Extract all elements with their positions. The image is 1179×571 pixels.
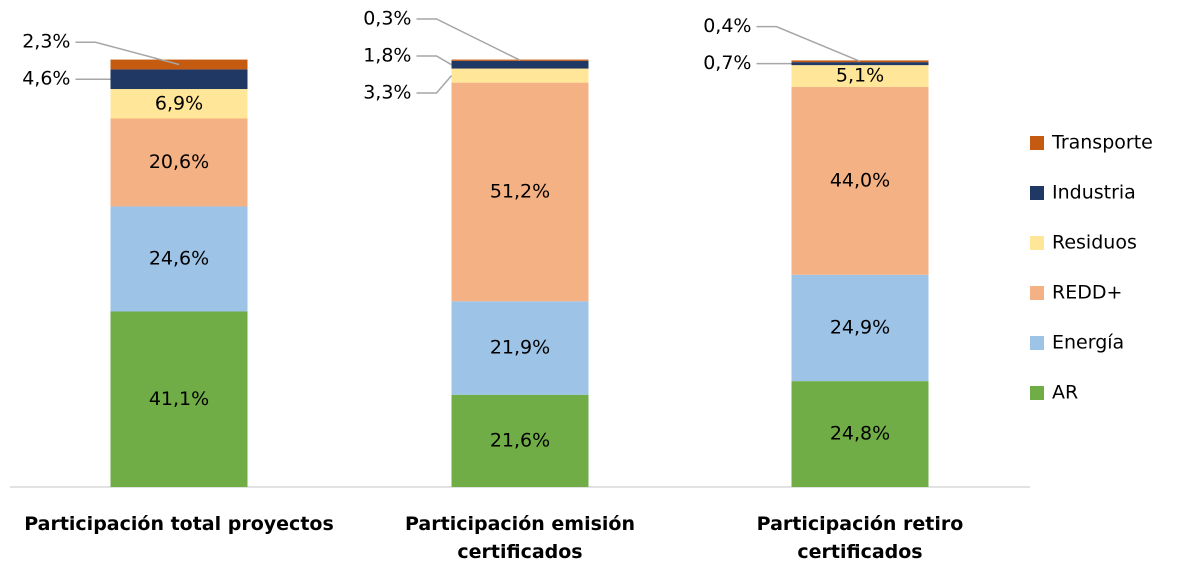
data-label: 4,6% bbox=[22, 68, 70, 90]
legend-label: AR bbox=[1052, 382, 1078, 404]
bar-segment bbox=[110, 89, 248, 119]
legend-label: Industria bbox=[1052, 182, 1136, 204]
x-tick-label: Participación total proyectos bbox=[24, 513, 334, 535]
legend-swatch bbox=[1030, 186, 1044, 200]
legend-swatch bbox=[1030, 286, 1044, 300]
legend-label: Energía bbox=[1052, 332, 1124, 354]
data-label: 51,2% bbox=[490, 180, 550, 202]
data-label: 24,9% bbox=[830, 316, 890, 338]
bar-segment bbox=[791, 381, 929, 487]
data-label: 0,3% bbox=[363, 8, 411, 30]
bar-segment bbox=[451, 301, 589, 395]
bar-segment bbox=[110, 206, 248, 312]
bar-segment bbox=[451, 60, 589, 69]
legend-swatch bbox=[1030, 236, 1044, 250]
bar-segment bbox=[110, 311, 248, 487]
data-label: 0,7% bbox=[703, 52, 751, 74]
data-label: 2,3% bbox=[22, 31, 70, 53]
bar-segment bbox=[791, 62, 929, 66]
leader-line bbox=[756, 25, 861, 62]
bar-segment bbox=[451, 394, 589, 487]
data-label: 3,3% bbox=[363, 82, 411, 104]
legend-label: REDD+ bbox=[1052, 282, 1122, 304]
data-label: 24,8% bbox=[830, 423, 890, 445]
leader-line bbox=[75, 41, 180, 66]
data-label: 5,1% bbox=[836, 65, 884, 87]
bar-segment bbox=[791, 86, 929, 275]
data-label: 21,9% bbox=[490, 337, 550, 359]
data-label: 41,1% bbox=[149, 388, 209, 410]
data-label: 1,8% bbox=[363, 45, 411, 67]
legend-swatch bbox=[1030, 136, 1044, 150]
data-label: 6,9% bbox=[155, 92, 203, 114]
leader-line bbox=[416, 18, 521, 61]
legend-swatch bbox=[1030, 386, 1044, 400]
bar-segment bbox=[791, 274, 929, 382]
legend-label: Transporte bbox=[1051, 132, 1153, 154]
x-tick-label: Participación retiro certificados bbox=[756, 513, 964, 563]
data-label: 20,6% bbox=[149, 151, 209, 173]
data-label: 44,0% bbox=[830, 169, 890, 191]
bar-segment bbox=[451, 82, 589, 302]
leader-line bbox=[416, 75, 453, 94]
legend-swatch bbox=[1030, 336, 1044, 350]
data-label: 21,6% bbox=[490, 429, 550, 451]
bar-segment bbox=[110, 118, 248, 207]
bar-segment bbox=[791, 65, 929, 87]
leader-line bbox=[416, 55, 452, 66]
legend-label: Residuos bbox=[1052, 232, 1137, 254]
bar-segment bbox=[451, 68, 589, 83]
data-label: 24,6% bbox=[149, 247, 209, 269]
data-label: 0,4% bbox=[703, 15, 751, 37]
bar-segment bbox=[110, 69, 248, 90]
x-tick-label: Participación emisión certificados bbox=[405, 513, 635, 563]
